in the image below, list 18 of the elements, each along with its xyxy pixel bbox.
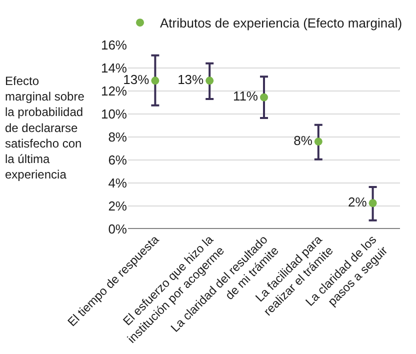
point: [260, 93, 268, 102]
y-tick-label: 6%: [108, 152, 128, 168]
data-label: 13%: [178, 72, 204, 87]
data-label: 8%: [294, 132, 313, 148]
point: [151, 76, 160, 85]
y-tick-label: 10%: [100, 106, 128, 122]
point: [314, 138, 322, 146]
y-tick-label: 8%: [108, 130, 128, 145]
y-tick-label: 16%: [100, 38, 128, 53]
y-tick-label: 2%: [108, 198, 128, 214]
data-label: 11%: [232, 88, 258, 104]
y-tick-label: 4%: [108, 176, 128, 191]
legend-label: Atributos de experiencia (Efecto marginal): [160, 16, 402, 31]
data-label: 2%: [348, 194, 368, 210]
point: [368, 199, 377, 208]
y-tick-label: 0%: [108, 222, 128, 237]
y-axis-title: Efecto marginal sobre la probabilidad de declararse satisfecho con la última experiencia: [5, 74, 85, 182]
point: [206, 76, 214, 85]
